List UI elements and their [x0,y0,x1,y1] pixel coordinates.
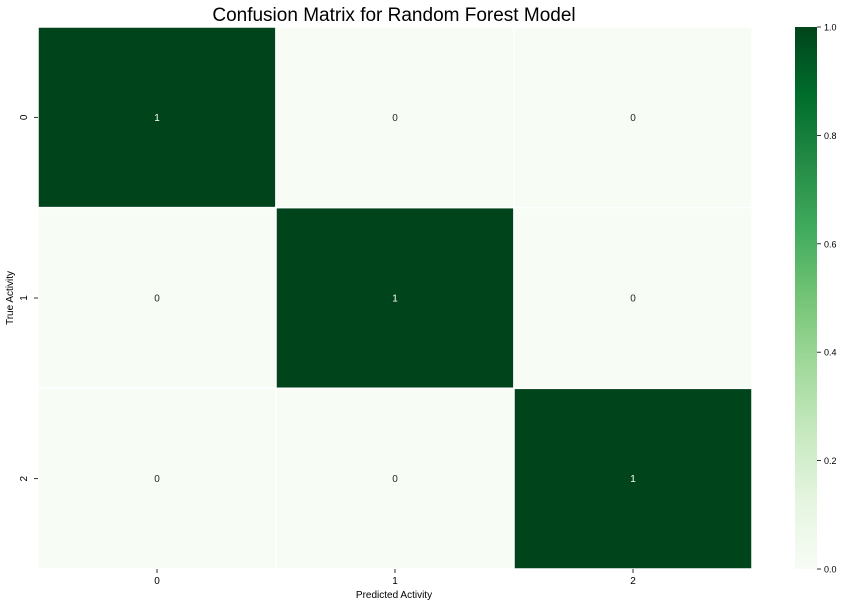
heatmap-cell-1-1 [275,206,515,390]
cell-annotation-2-2: 1 [630,474,636,485]
cell-annotation-0-1: 0 [392,113,398,124]
heatmap-cell-0-0 [37,26,277,209]
colorbar-tick-label: 0.0 [824,565,837,575]
heatmap-cell-2-1 [275,387,515,570]
y-tick-label: 0 [19,114,30,120]
heatmap-cell-1-0 [37,206,277,390]
chart-title: Confusion Matrix for Random Forest Model [212,5,575,26]
cell-annotation-1-1: 1 [392,294,398,305]
colorbar-tick-label: 0.2 [824,456,837,466]
y-axis-ticks: 0 1 2 [19,114,38,481]
y-tick-label: 2 [19,475,30,481]
colorbar-ticks: 0.0 0.2 0.4 0.6 0.8 1.0 [817,23,837,575]
y-axis-label: True Activity [5,271,16,325]
x-tick-label: 0 [154,576,160,587]
cell-annotation-0-0: 1 [154,113,160,124]
cell-annotation-1-2: 0 [630,294,636,305]
cell-annotation-0-2: 0 [630,113,636,124]
x-axis-label: Predicted Activity [356,590,432,601]
y-tick-label: 1 [19,295,30,301]
x-tick-label: 1 [392,576,398,587]
cell-annotation-2-0: 0 [154,474,160,485]
heatmap-cell-0-2 [513,26,753,209]
heatmap-cell-0-1 [275,26,515,209]
colorbar-tick-label: 0.4 [824,348,837,358]
colorbar [795,27,817,569]
colorbar-tick-label: 0.8 [824,131,837,141]
heatmap-annotations: 1 0 0 0 1 0 0 0 1 [154,113,636,485]
heatmap-cells [37,26,753,570]
x-axis-ticks: 0 1 2 [154,569,636,587]
x-tick-label: 2 [630,576,636,587]
cell-annotation-1-0: 0 [154,294,160,305]
colorbar-tick-label: 0.6 [824,239,837,249]
cell-annotation-2-1: 0 [392,474,398,485]
heatmap-cell-1-2 [513,206,753,390]
colorbar-tick-label: 1.0 [824,23,837,33]
